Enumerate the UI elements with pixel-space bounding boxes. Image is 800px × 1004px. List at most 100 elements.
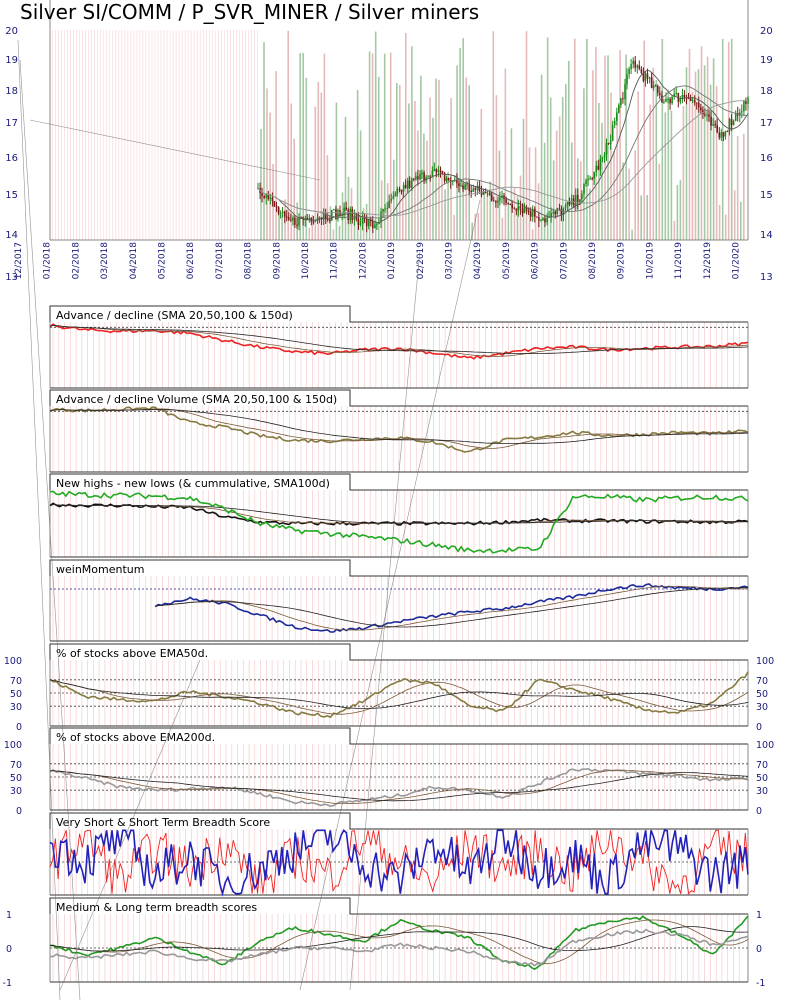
volume-bar	[543, 142, 546, 240]
volume-bar	[598, 103, 600, 240]
price-candle	[724, 131, 727, 137]
price-candle	[616, 112, 618, 121]
price-candle	[488, 193, 491, 195]
panel-title: Very Short & Short Term Breadth Score	[56, 816, 270, 829]
price-x-tick: 02/2018	[71, 242, 81, 280]
volume-bar	[157, 30, 159, 240]
price-candle	[439, 170, 442, 172]
price-candle	[708, 114, 710, 117]
price-candle	[267, 194, 270, 199]
volume-bar	[239, 30, 240, 240]
volume-bar	[91, 30, 92, 240]
volume-bar	[453, 214, 455, 240]
price-candle	[695, 102, 698, 104]
series-line	[154, 583, 749, 633]
price-candle	[636, 65, 639, 68]
volume-bar	[106, 30, 108, 240]
volume-bar	[516, 195, 519, 240]
volume-bar	[281, 214, 283, 240]
volume-bar	[224, 30, 225, 240]
series-sma-line	[155, 587, 748, 628]
price-candle	[447, 177, 450, 181]
panel-tick-right: 70	[756, 760, 768, 771]
price-candle	[591, 178, 593, 180]
price-x-tick: 11/2019	[674, 242, 684, 280]
price-candle	[534, 208, 536, 217]
volume-bar	[124, 30, 126, 240]
price-candle	[497, 200, 499, 203]
price-x-tick: 10/2018	[301, 242, 311, 280]
price-candle	[480, 191, 483, 195]
price-candle	[490, 194, 493, 201]
volume-bar	[679, 179, 682, 240]
volume-bar	[61, 30, 62, 240]
panel-title-tab	[49, 643, 748, 661]
volume-bar	[160, 30, 162, 240]
volume-bar	[595, 46, 597, 241]
price-candle	[577, 195, 579, 204]
volume-bar	[67, 30, 68, 240]
price-candle	[659, 93, 661, 96]
price-x-tick: 12/2019	[703, 242, 713, 280]
price-candle	[673, 94, 675, 97]
price-candle	[544, 218, 546, 223]
volume-bar	[586, 39, 588, 240]
volume-bar	[474, 213, 476, 240]
price-candle	[595, 165, 598, 172]
price-candle	[462, 185, 464, 190]
volume-bar	[507, 199, 510, 240]
volume-bar	[565, 84, 567, 240]
volume-bar	[402, 190, 404, 240]
price-candle	[601, 157, 604, 159]
volume-bar	[740, 201, 742, 240]
price-candle	[581, 193, 583, 200]
volume-bar	[552, 160, 555, 240]
volume-bar	[534, 147, 537, 240]
price-candle	[593, 171, 595, 179]
price-candle	[468, 184, 470, 191]
price-x-tick: 03/2019	[445, 242, 455, 280]
price-candle	[529, 211, 532, 217]
volume-bar	[471, 222, 473, 240]
volume-bar	[311, 214, 314, 240]
price-x-tick: 06/2018	[186, 242, 196, 280]
price-tick-left: 14	[5, 230, 18, 241]
price-candle	[540, 220, 542, 222]
price-candle	[597, 165, 600, 170]
volume-bar	[320, 92, 323, 240]
volume-bar	[181, 30, 183, 240]
price-candle	[628, 68, 630, 75]
price-candle	[372, 221, 374, 229]
price-candle	[464, 184, 466, 190]
price-candle	[452, 181, 454, 183]
volume-bar	[362, 207, 365, 240]
series-sma-line	[155, 585, 749, 631]
volume-bar	[670, 110, 673, 240]
price-candle	[536, 216, 538, 218]
volume-bar	[380, 180, 383, 240]
volume-bar	[721, 39, 724, 240]
volume-bar	[154, 30, 156, 240]
price-candle	[698, 102, 700, 108]
volume-bar	[459, 48, 461, 240]
price-candle	[523, 207, 526, 213]
volume-bar	[263, 42, 265, 240]
price-candle	[484, 192, 487, 194]
volume-bar	[254, 30, 255, 240]
price-candle	[638, 65, 641, 69]
price-x-tick: 04/2019	[473, 242, 483, 280]
volume-bar	[187, 30, 189, 240]
price-candle	[607, 143, 610, 145]
price-candle	[554, 211, 557, 214]
volume-bar	[492, 31, 495, 241]
price-candle	[437, 170, 440, 173]
series-sma-line	[49, 770, 749, 802]
price-sma-line	[257, 70, 749, 224]
volume-bar	[558, 116, 561, 240]
volume-bar	[230, 30, 231, 240]
price-candle	[589, 178, 591, 180]
volume-bar	[190, 30, 192, 240]
price-candle	[583, 184, 585, 194]
